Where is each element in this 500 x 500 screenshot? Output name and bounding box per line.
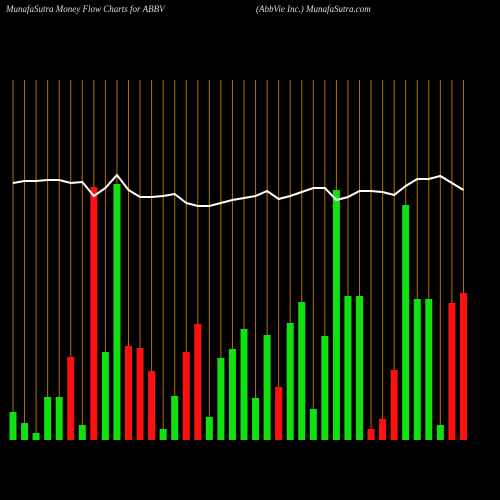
bar [240, 329, 248, 440]
bar [78, 425, 86, 440]
bar [148, 371, 156, 440]
bar [390, 370, 398, 440]
bar [194, 324, 202, 440]
bar [217, 358, 225, 440]
bar [32, 433, 40, 440]
bar [379, 419, 387, 440]
bar [275, 387, 283, 440]
bar [101, 352, 109, 440]
chart-title: MunafaSutra Money Flow Charts for ABBV [5, 4, 166, 14]
bar [67, 357, 75, 440]
bar [298, 302, 306, 440]
bar [159, 429, 167, 440]
bar [402, 205, 410, 440]
bar [344, 296, 352, 440]
bar [90, 187, 98, 440]
bar [21, 423, 29, 440]
bar [459, 293, 467, 440]
bar [413, 299, 421, 440]
bar [182, 352, 190, 440]
bar [356, 296, 363, 440]
bar [436, 425, 444, 440]
bar [252, 398, 260, 440]
bar [125, 346, 132, 440]
bar [367, 429, 375, 440]
chart-subtitle: (AbbVie Inc.) MunafaSutra.com [256, 4, 371, 14]
bar [309, 409, 317, 440]
bar [286, 323, 294, 440]
bar [448, 303, 456, 440]
bar [9, 412, 17, 440]
bar [425, 299, 433, 440]
bar [205, 417, 213, 440]
flow-line [12, 173, 464, 207]
bar [321, 336, 329, 440]
bar [44, 397, 52, 440]
bar [55, 397, 63, 440]
bar [136, 348, 144, 440]
bar [332, 190, 340, 440]
bar [228, 349, 236, 440]
bar [113, 184, 121, 440]
bar [171, 396, 179, 440]
bar [263, 335, 271, 440]
